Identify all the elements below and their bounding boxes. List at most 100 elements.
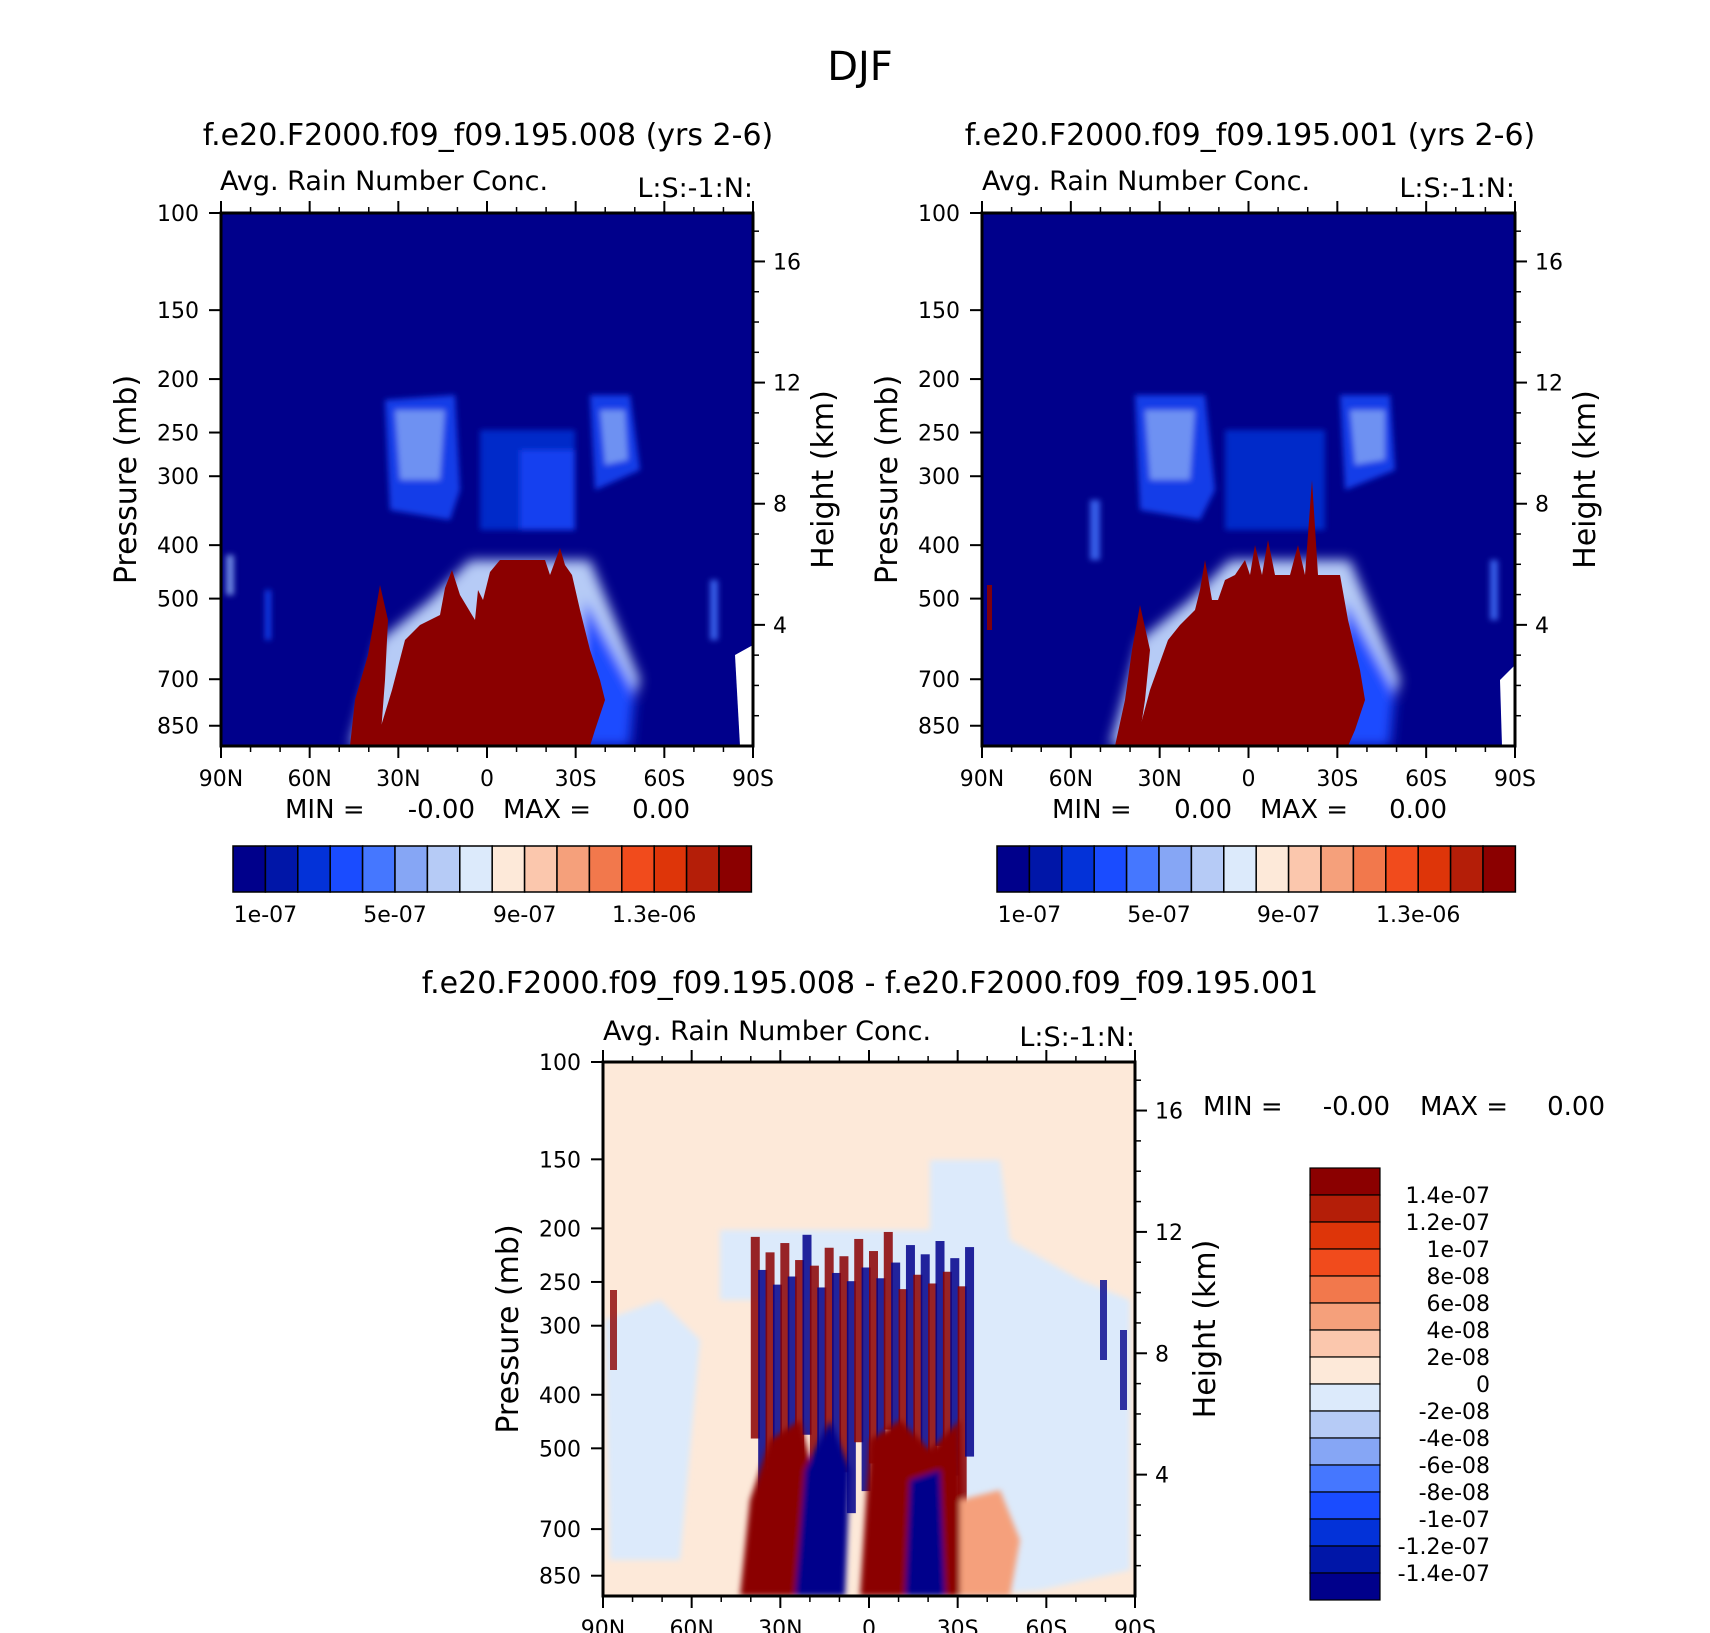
- panel-right-high-region: [1135, 480, 1365, 746]
- diff-stripe: [905, 1245, 915, 1454]
- colorbar-swatch: [1309, 1518, 1381, 1547]
- y2-tick-label: 12: [773, 372, 801, 397]
- y-axis-label: Pressure (mb): [109, 375, 144, 584]
- colorbar-swatch: [426, 845, 461, 893]
- axes-right: 90N 60N 30N 0 30S 60S 90S 100 150 200 250 300 400 500…: [870, 201, 1603, 792]
- panel-diff-variable: Avg. Rain Number Conc.: [603, 1016, 931, 1047]
- diff-stripe: [942, 1271, 952, 1499]
- colorbar-swatch: [556, 845, 591, 893]
- y2-tick-label: 8: [1155, 1342, 1169, 1367]
- colorbar-swatch: [491, 845, 526, 893]
- x-tick-label: 0: [1242, 767, 1256, 792]
- y2-tick-label: 8: [773, 493, 787, 518]
- colorbar-swatch: [1449, 845, 1484, 893]
- y-tick-label: 300: [539, 1315, 581, 1340]
- colorbar-swatch: [1309, 1491, 1381, 1520]
- diff-stripe: [839, 1256, 849, 1473]
- colorbar-swatch: [1309, 1572, 1381, 1601]
- colorbar-right: 1e-07 5e-07 9e-07 1.3e-06: [996, 845, 1517, 928]
- panel-left-level-tag: L:S:-1:N:: [637, 173, 753, 204]
- diff-stripe: [772, 1284, 782, 1519]
- panel-right-high-spike: [1115, 605, 1150, 746]
- colorbar-swatch: [1223, 845, 1257, 893]
- x-tick-label: 60N: [287, 767, 331, 792]
- colorbar-swatch: [232, 845, 267, 893]
- diff-stripe: [957, 1286, 967, 1522]
- colorbar-swatch: [1255, 845, 1290, 893]
- colorbar-label: 1.2e-07: [1406, 1211, 1490, 1236]
- colorbar-swatch: [1309, 1275, 1381, 1304]
- colorbar-swatch: [1309, 1410, 1381, 1439]
- colorbar-swatch: [1125, 845, 1160, 893]
- panel-right-title: f.e20.F2000.f09_f09.195.001 (yrs 2-6): [965, 118, 1535, 153]
- left-max-label: MAX =: [503, 795, 591, 825]
- y-tick-label: 500: [539, 1437, 581, 1462]
- panel-right: f.e20.F2000.f09_f09.195.001 (yrs 2-6) Av…: [965, 118, 1535, 748]
- colorbar-swatch: [1309, 1248, 1381, 1277]
- y-axis-label: Pressure (mb): [870, 375, 905, 584]
- left-min-value: -0.00: [408, 795, 475, 825]
- diff-stripe: [935, 1241, 945, 1446]
- colorbar-label: -1.2e-07: [1398, 1535, 1490, 1560]
- x-tick-label: 0: [480, 767, 494, 792]
- y2-axis-label: Height (km): [806, 390, 841, 569]
- panel-right-field: [982, 213, 1515, 746]
- colorbar-swatch: [459, 845, 493, 893]
- diff-stripe: [920, 1254, 930, 1470]
- x-tick-label: 30N: [758, 1617, 802, 1633]
- panel-right-level-tag: L:S:-1:N:: [1399, 173, 1515, 204]
- diff-stripe: [928, 1283, 938, 1517]
- diff-stripe: [883, 1231, 893, 1430]
- diff-stripe: [861, 1267, 871, 1492]
- x-tick-label: 30N: [1137, 767, 1181, 792]
- colorbar-label: 9e-07: [493, 903, 556, 928]
- y2-tick-label: 16: [1535, 250, 1563, 275]
- y2-tick-label: 16: [1155, 1100, 1183, 1125]
- y-tick-label: 150: [539, 1148, 581, 1173]
- colorbar-swatch: [1287, 845, 1322, 893]
- colorbar-label: -4e-08: [1419, 1427, 1490, 1452]
- y-tick-label: 850: [157, 715, 199, 740]
- y-tick-label: 400: [918, 534, 960, 559]
- colorbar-label: 5e-07: [363, 903, 426, 928]
- y-tick-label: 200: [157, 368, 199, 393]
- diff-stripe: [758, 1269, 768, 1496]
- diff-stripe: [846, 1281, 856, 1514]
- diff-stripe: [809, 1265, 819, 1489]
- colorbar-swatch: [685, 845, 720, 893]
- y-tick-label: 250: [157, 422, 199, 447]
- diff-stripe: [876, 1278, 886, 1509]
- x-tick-label: 0: [862, 1617, 876, 1633]
- colorbars-layer: 1e-07 5e-07 9e-07 1.3e-06 1e-07 5e-07 9e-07 1.3…: [232, 845, 1517, 1601]
- colorbar-label: 2e-08: [1427, 1346, 1490, 1371]
- colorbar-label: 5e-07: [1127, 903, 1190, 928]
- y2-axis-label: Height (km): [1568, 390, 1603, 569]
- colorbar-swatch: [588, 845, 623, 893]
- x-tick-label: 60S: [1405, 767, 1447, 792]
- colorbar-swatch: [523, 845, 558, 893]
- diff-stripe: [913, 1274, 923, 1503]
- panel-left-high-region: [375, 548, 605, 746]
- x-tick-label: 90N: [960, 767, 1004, 792]
- x-tick-label: 30S: [937, 1617, 979, 1633]
- y2-axis-label: Height (km): [1188, 1240, 1223, 1419]
- diff-min-value: -0.00: [1323, 1092, 1390, 1122]
- diff-stripe: [869, 1251, 878, 1464]
- colorbar-swatch: [1309, 1545, 1381, 1574]
- diff-edge-stripe: [1100, 1280, 1107, 1360]
- colorbar-label: 4e-08: [1427, 1319, 1490, 1344]
- y-tick-label: 100: [918, 202, 960, 227]
- axes-difference: 90N 60N 30N 0 30S 60S 90S 100 150 200 250 300 400 500…: [491, 1050, 1223, 1633]
- y-tick-label: 500: [157, 588, 199, 613]
- y-tick-label: 850: [539, 1565, 581, 1590]
- colorbar-swatch: [996, 845, 1031, 893]
- colorbar-swatch: [1309, 1437, 1381, 1466]
- diff-stripe: [824, 1247, 834, 1458]
- y-tick-label: 150: [157, 299, 199, 324]
- colorbar-swatch: [264, 845, 299, 893]
- left-max-value: 0.00: [632, 795, 690, 825]
- y2-tick-label: 4: [1535, 614, 1549, 639]
- y2-tick-label: 4: [1155, 1464, 1169, 1489]
- colorbar-diff: 1.4e-071.2e-071e-078e-086e-084e-082e-080…: [1309, 1167, 1490, 1601]
- panel-right-upper-features: [1090, 395, 1498, 620]
